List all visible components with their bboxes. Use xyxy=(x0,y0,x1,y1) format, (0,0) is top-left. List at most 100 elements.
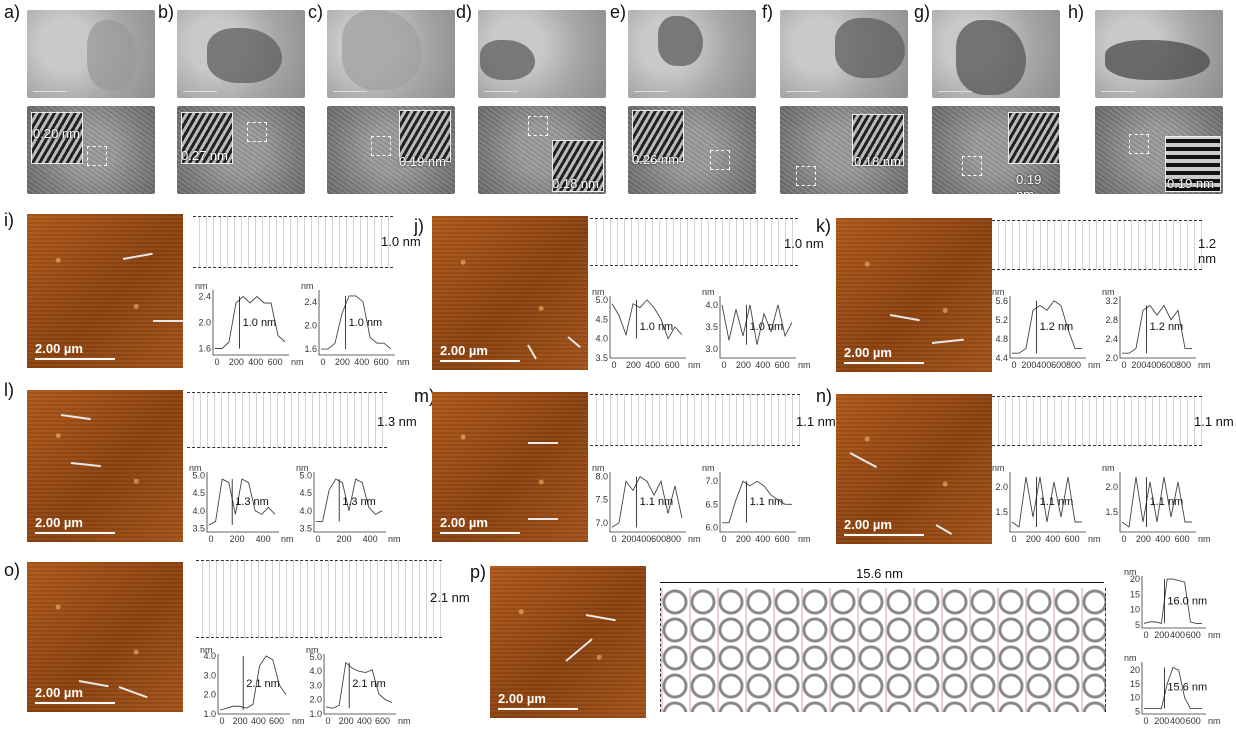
height-annotation: 15.6 nm xyxy=(1167,682,1207,694)
profile-line xyxy=(1121,476,1192,528)
y-tick-label: 15 xyxy=(1130,679,1140,689)
profile-plot-n-2: nm 1.5 2.0 0 200 400 600 nm 1.1 nm xyxy=(1100,463,1211,549)
x-tick-label: 0 xyxy=(611,534,616,544)
x-tick-label: 0 xyxy=(219,716,224,726)
y-tick-label: 4.0 xyxy=(309,666,322,676)
x-unit-label: nm xyxy=(1208,716,1221,726)
y-unit-label: nm xyxy=(301,281,314,291)
y-tick-label: 2.0 xyxy=(304,320,317,330)
profile-line xyxy=(321,295,392,350)
x-tick-label: 200 xyxy=(233,716,248,726)
x-tick-label: 200 xyxy=(335,357,350,367)
x-tick-label: 400 xyxy=(1170,630,1185,640)
profile-line xyxy=(219,655,287,711)
tem-image-c-hr: 0.19 nm xyxy=(327,106,455,194)
axis-lines xyxy=(313,472,386,533)
profile-svg: nm 1.6 2.0 2.4 0 200 400 600 nm 1.0 nm xyxy=(301,281,410,367)
y-tick-label: 20 xyxy=(1130,665,1140,675)
panel-label-f: f) xyxy=(762,2,773,22)
y-tick-label: 4.0 xyxy=(705,300,718,310)
x-tick-label: 600 xyxy=(1051,360,1066,370)
profile-line xyxy=(721,304,793,345)
y-tick-label: 4.5 xyxy=(192,488,205,498)
tem-image-h-hr: 0.19 nm xyxy=(1095,106,1223,194)
y-unit-label: nm xyxy=(702,287,715,297)
x-unit-label: nm xyxy=(1088,360,1101,370)
lattice-spacing-d: 0.18 nm xyxy=(552,176,599,191)
panel-label-a: a) xyxy=(4,2,21,22)
x-tick-label: 0 xyxy=(721,360,726,370)
profile-plot-o-1: nm 1.0 2.0 3.0 4.0 0 200 400 600 nm 2.1 nm xyxy=(198,645,305,731)
y-tick-label: 4.4 xyxy=(995,353,1008,363)
x-tick-label: 0 xyxy=(1143,716,1148,726)
profile-line xyxy=(316,478,383,522)
y-tick-label: 2.0 xyxy=(309,695,322,705)
x-tick-label: 400 xyxy=(755,360,770,370)
profile-plot-j-1: nm 3.5 4.0 4.5 5.0 0 200 400 600 nm 1.0 nm xyxy=(590,287,701,375)
x-tick-label: 400 xyxy=(1155,534,1170,544)
mol-height-k: 1.2 nm xyxy=(1198,236,1217,266)
height-annotation: 1.1 nm xyxy=(1150,496,1184,508)
tem-image-d-low xyxy=(478,10,606,98)
x-tick-label: 0 xyxy=(1011,534,1016,544)
profile-line xyxy=(1011,476,1082,528)
x-tick-label: 0 xyxy=(320,357,325,367)
x-tick-label: 400 xyxy=(645,360,660,370)
y-tick-label: 4.0 xyxy=(299,506,312,516)
panel-label-h: h) xyxy=(1068,2,1085,22)
tem-image-h-low xyxy=(1095,10,1223,98)
y-unit-label: nm xyxy=(195,281,208,291)
x-tick-label: 200 xyxy=(1136,534,1151,544)
molecule-model-i xyxy=(193,216,393,268)
x-unit-label: nm xyxy=(398,716,411,726)
lattice-spacing-h: 0.19 nm xyxy=(1167,176,1214,191)
x-tick-label: 200 xyxy=(1154,630,1169,640)
y-tick-label: 2.0 xyxy=(198,318,211,328)
lattice-spacing-c: 0.19 nm xyxy=(399,154,446,169)
afm-image-p: 2.00 µm xyxy=(490,566,646,718)
height-annotation: 1.1 nm xyxy=(750,496,784,508)
y-tick-label: 1.0 xyxy=(309,709,322,719)
panel-label-j: j) xyxy=(414,216,424,236)
x-tick-label: 600 xyxy=(665,360,680,370)
height-annotation: 1.0 nm xyxy=(750,321,784,333)
tem-image-b-low xyxy=(177,10,305,98)
profile-svg: nm 2.0 2.4 2.8 3.2 0 200 400 600 800 nm 1.2 nm xyxy=(1102,287,1211,370)
x-tick-label: 200 xyxy=(736,360,751,370)
y-tick-label: 3.0 xyxy=(203,670,216,680)
profile-plot-l-1: nm 3.5 4.0 4.5 5.0 0 200 400 nm 1.3 nm xyxy=(187,463,294,549)
y-tick-label: 2.0 xyxy=(203,690,216,700)
height-annotation: 1.3 nm xyxy=(235,496,269,508)
profile-line xyxy=(611,475,683,528)
x-unit-label: nm xyxy=(798,360,811,370)
mol-height-o: 2.1 nm xyxy=(430,590,470,605)
mol-height-j: 1.0 nm xyxy=(784,236,824,251)
profile-svg: nm 4.4 4.8 5.2 5.6 0 200 400 600 800 nm 1.2 nm xyxy=(992,287,1101,370)
mol-height-m: 1.1 nm xyxy=(796,414,836,429)
x-tick-label: 200 xyxy=(1131,360,1146,370)
tem-image-e-hr: 0.26 nm xyxy=(628,106,756,194)
x-tick-label: 0 xyxy=(1011,360,1016,370)
x-tick-label: 0 xyxy=(721,534,726,544)
x-tick-label: 800 xyxy=(1066,360,1081,370)
scale-bar-label: 2.00 µm xyxy=(498,691,546,706)
y-tick-label: 4.5 xyxy=(595,314,608,324)
y-unit-label: nm xyxy=(306,645,319,655)
x-unit-label: nm xyxy=(688,534,701,544)
x-tick-label: 600 xyxy=(1065,534,1080,544)
axis-lines xyxy=(217,654,290,715)
x-tick-label: 600 xyxy=(775,534,790,544)
x-tick-label: 200 xyxy=(337,534,352,544)
x-tick-label: 400 xyxy=(1036,360,1051,370)
y-unit-label: nm xyxy=(1124,653,1137,663)
x-tick-label: 600 xyxy=(1186,630,1201,640)
x-tick-label: 400 xyxy=(363,534,378,544)
x-tick-label: 400 xyxy=(357,716,372,726)
height-annotation: 1.3 nm xyxy=(342,496,376,508)
y-unit-label: nm xyxy=(1102,287,1115,297)
panel-label-m: m) xyxy=(414,386,435,406)
y-tick-label: 6.0 xyxy=(705,522,718,532)
y-unit-label: nm xyxy=(992,463,1005,473)
panel-label-p: p) xyxy=(470,562,487,582)
